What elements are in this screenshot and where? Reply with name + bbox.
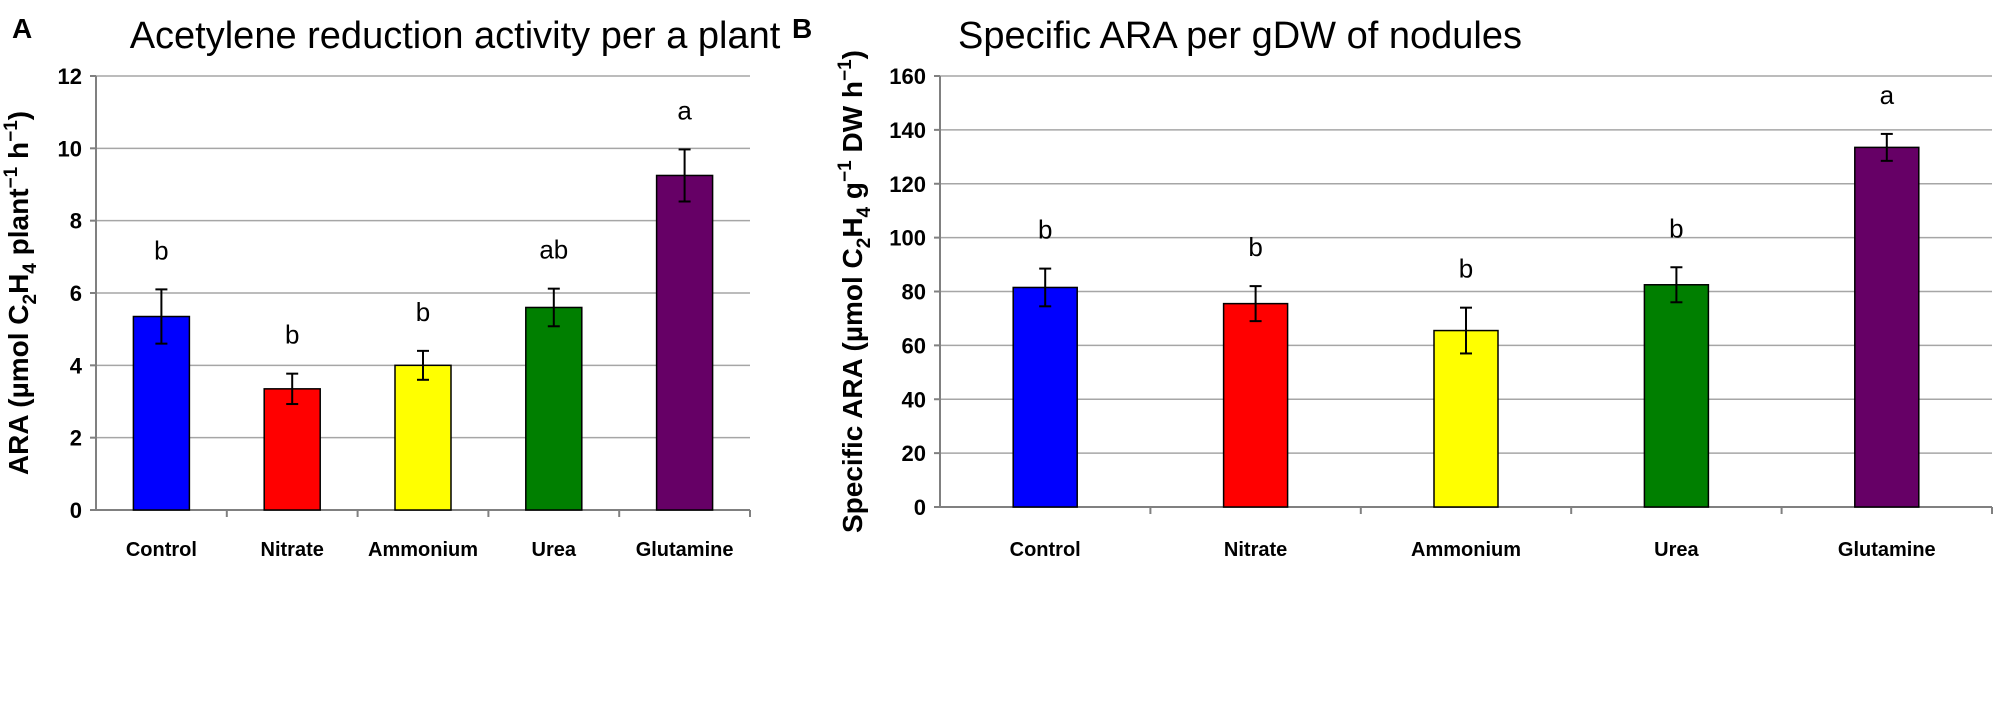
y-label-part: H <box>837 217 868 237</box>
y-tick-label: 20 <box>902 441 926 466</box>
bar-glutamine <box>1854 146 1920 508</box>
y-tick-label: 60 <box>902 333 926 358</box>
x-category-label: Urea <box>532 539 577 561</box>
y-tick-label: 120 <box>889 172 926 197</box>
x-category-label: Ammonium <box>1411 539 1521 561</box>
y-axis-label: ARA (µmol C2H4 plant−1 h−1) <box>1 111 41 475</box>
x-category-label: Control <box>1010 539 1081 561</box>
significance-label: b <box>1669 213 1683 243</box>
y-tick-label: 160 <box>889 64 926 89</box>
bar-nitrate <box>1222 302 1289 508</box>
significance-label: a <box>1880 80 1895 110</box>
bar-nitrate <box>263 388 321 511</box>
y-tick-label: 0 <box>914 495 926 520</box>
y-label-part: Specific ARA (µmol C <box>837 248 868 533</box>
y-tick-label: 140 <box>889 118 926 143</box>
y-label-part: −1 <box>1 166 22 188</box>
significance-label: a <box>677 95 692 125</box>
x-category-label: Nitrate <box>261 539 324 561</box>
bar-control <box>1012 286 1078 508</box>
y-label-part: −1 <box>1 120 22 142</box>
x-category-label: Glutamine <box>1838 539 1936 561</box>
bar-control <box>132 315 191 511</box>
y-label-part: DW h <box>837 81 868 160</box>
y-label-part: g <box>837 182 868 207</box>
significance-label: b <box>1038 215 1052 245</box>
y-tick-label: 6 <box>70 281 82 306</box>
chart-title: Specific ARA per gDW of nodules <box>958 15 1522 57</box>
y-label-part: 2 <box>854 238 875 249</box>
y-label-part: ) <box>837 50 868 59</box>
y-label-part: 2 <box>20 294 41 305</box>
y-tick-label: 8 <box>70 209 82 234</box>
panel-label: B <box>792 13 812 44</box>
x-category-label: Ammonium <box>368 539 478 561</box>
bar-urea <box>525 306 583 511</box>
significance-label: b <box>285 320 299 350</box>
x-category-label: Glutamine <box>636 539 734 561</box>
y-label-part: ARA (µmol C <box>3 304 34 475</box>
bar-ammonium <box>394 364 452 511</box>
significance-label: b <box>154 235 168 265</box>
significance-label: ab <box>539 235 568 265</box>
bar-ammonium <box>1433 329 1499 508</box>
panel-label: A <box>12 13 32 44</box>
y-label-part: −1 <box>835 160 856 182</box>
x-category-label: Urea <box>1654 539 1699 561</box>
bar-glutamine <box>655 174 714 511</box>
y-label-part: ) <box>3 111 34 120</box>
y-tick-label: 10 <box>58 136 82 161</box>
y-label-part: 4 <box>854 206 875 217</box>
significance-label: b <box>1459 254 1473 284</box>
y-axis-label: Specific ARA (µmol C2H4 g−1 DW h−1) <box>835 50 875 533</box>
y-label-part: h <box>3 142 34 167</box>
significance-label: b <box>416 297 430 327</box>
y-label-part: 4 <box>20 263 41 274</box>
x-category-label: Control <box>126 539 197 561</box>
y-tick-label: 4 <box>70 353 83 378</box>
chart-panel-b: B Specific ARA per gDW of nodules 0 20 40 60 8… <box>792 13 1993 561</box>
y-label-part: H <box>3 274 34 294</box>
y-label-part: plant <box>3 188 34 263</box>
y-tick-label: 40 <box>902 387 926 412</box>
chart-title: Acetylene reduction activity per a plant <box>130 15 781 57</box>
y-tick-label: 100 <box>889 226 926 251</box>
y-tick-label: 0 <box>70 498 82 523</box>
significance-label: b <box>1248 232 1262 262</box>
y-tick-label: 80 <box>902 280 926 305</box>
x-category-label: Nitrate <box>1224 539 1287 561</box>
y-label-part: −1 <box>835 59 856 81</box>
y-tick-label: 2 <box>70 426 82 451</box>
chart-panel-a: A Acetylene reduction activity per a plan… <box>1 13 781 561</box>
y-tick-label: 12 <box>58 64 82 89</box>
bar-urea <box>1643 284 1710 508</box>
